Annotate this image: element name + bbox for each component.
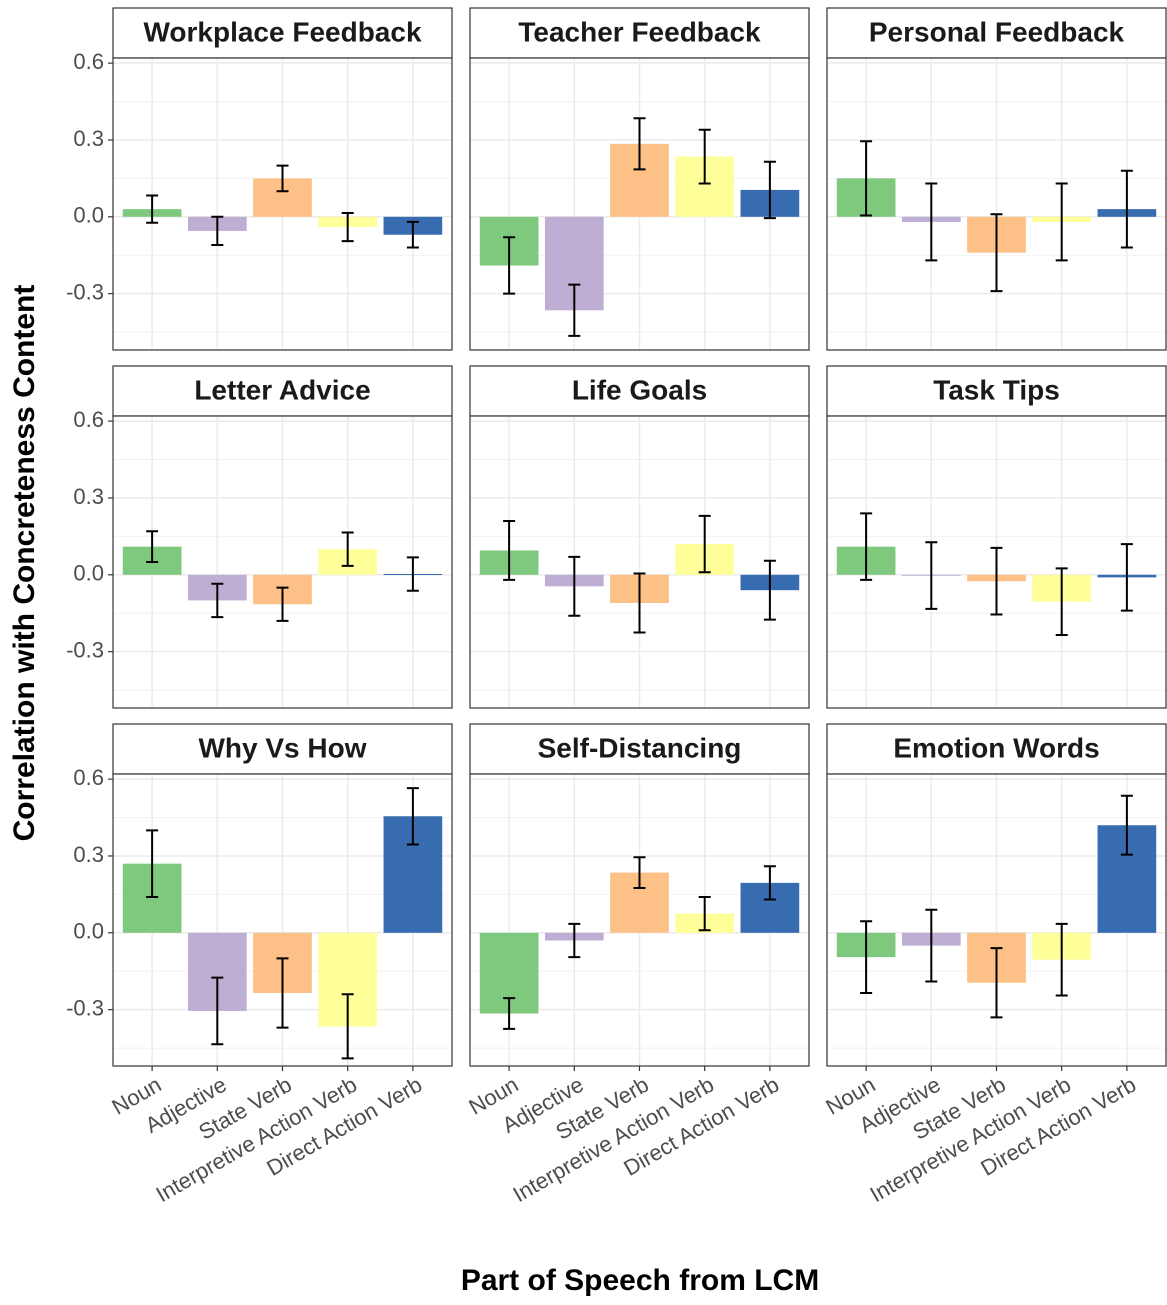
facet-title: Workplace Feedback [143,16,421,47]
strip [826,7,1167,59]
strip [469,365,810,417]
error-bar [633,572,646,634]
error-bar [406,787,419,846]
error-bar [276,164,289,193]
error-bar [1120,794,1133,856]
error-bar [1055,182,1068,262]
error-bar [503,520,516,581]
error-bar [568,283,581,337]
y-tick-label: -0.3 [66,279,104,304]
panel-border [469,415,810,709]
error-bar [698,895,711,932]
error-bar [763,559,776,621]
error-bar [341,211,354,243]
error-bar [763,160,776,220]
error-bar [860,920,873,994]
strip [826,723,1167,775]
strip [469,7,810,59]
facet-title: Why Vs How [198,732,366,763]
error-bar [211,215,224,246]
error-bar [860,512,873,581]
error-bar [763,865,776,901]
y-tick-label: 0.6 [73,49,104,74]
facet-title: Emotion Words [893,732,1099,763]
error-bar [633,117,646,171]
facet-title: Personal Feedback [869,16,1125,47]
error-bar [146,530,159,563]
strip [469,723,810,775]
error-bar [1120,543,1133,612]
y-tick-label: 0.6 [73,765,104,790]
error-bar [633,856,646,889]
y-axis-title: Correlation with Concreteness Content [8,285,41,842]
panel-border [112,415,453,709]
x-axis-title: Part of Speech from LCM [461,1264,819,1297]
y-tick-label: -0.3 [66,637,104,662]
y-tick-label: 0.0 [73,919,104,944]
panel-border [469,57,810,351]
error-bar [1055,567,1068,636]
error-bar [925,182,938,262]
error-bar [211,976,224,1046]
y-tick-label: 0.3 [73,484,104,509]
error-bar [925,541,938,610]
y-tick-label: -0.3 [66,995,104,1020]
error-bar [503,236,516,295]
error-bar [341,531,354,567]
strip [112,7,453,59]
error-bar [698,128,711,185]
panel-border [826,57,1167,351]
panel-border [112,57,453,351]
error-bar [341,993,354,1060]
error-bar [503,997,516,1030]
y-tick-label: 0.3 [73,126,104,151]
error-bar [211,582,224,619]
error-bar [146,194,159,224]
panel-border [826,415,1167,709]
error-bar [1055,922,1068,997]
error-bar [860,140,873,217]
error-bar [568,922,581,959]
error-bar [276,586,289,622]
facet-title: Self-Distancing [538,732,742,763]
error-bar [698,514,711,574]
error-bar [990,213,1003,293]
y-tick-label: 0.0 [73,203,104,228]
y-tick-label: 0.0 [73,561,104,586]
error-bar [406,220,419,249]
y-tick-label: 0.6 [73,407,104,432]
error-bar [925,908,938,983]
error-bar [276,957,289,1029]
y-tick-label: 0.3 [73,842,104,867]
error-bar [990,947,1003,1019]
facet-title: Letter Advice [194,374,370,405]
facet-title: Life Goals [572,374,707,405]
error-bar [146,829,159,898]
facet-title: Task Tips [933,374,1060,405]
strip [112,723,453,775]
error-bar [568,555,581,617]
error-bar [1120,169,1133,249]
facet-title: Teacher Feedback [518,16,761,47]
error-bar [990,546,1003,616]
error-bar [406,556,419,592]
